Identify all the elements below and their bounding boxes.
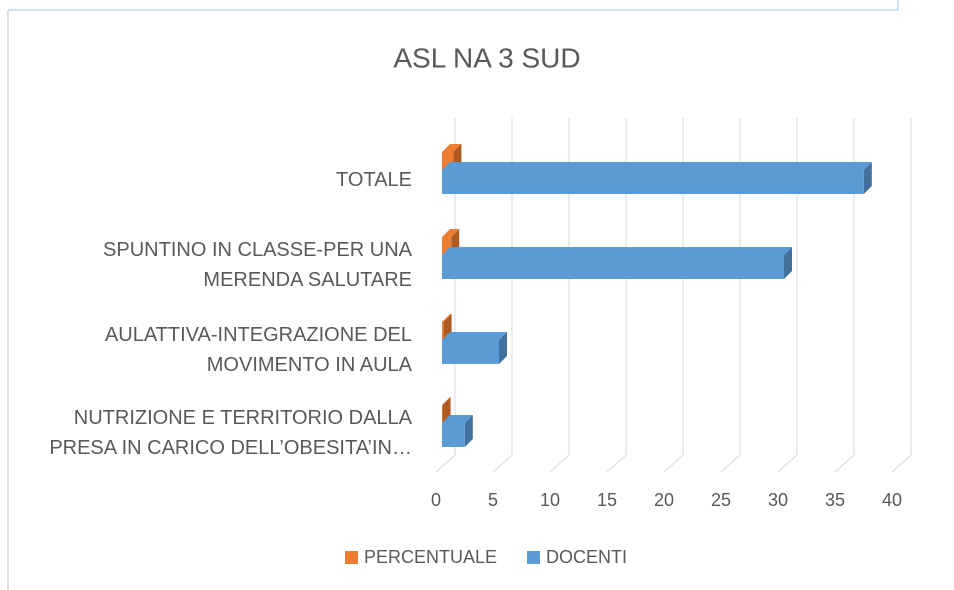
x-tick-label: 5 bbox=[488, 490, 498, 510]
legend-swatch bbox=[527, 551, 541, 564]
x-tick-label: 30 bbox=[768, 490, 788, 510]
chart-title: ASL NA 3 SUD bbox=[393, 42, 580, 73]
bar bbox=[442, 340, 499, 364]
bar bbox=[442, 322, 444, 340]
x-tick-label: 35 bbox=[825, 490, 845, 510]
y-tick-label: SPUNTINO IN CLASSE-PER UNA MERENDA SALUT… bbox=[103, 239, 412, 291]
grid-line bbox=[834, 118, 855, 473]
bar bbox=[442, 423, 465, 447]
x-tick-label: 40 bbox=[882, 490, 902, 510]
x-tick-label: 15 bbox=[597, 490, 617, 510]
bar-top bbox=[442, 397, 451, 405]
y-tick-label: NUTRIZIONE E TERRITORIO DALLA PRESA IN C… bbox=[49, 407, 412, 459]
bar-top bbox=[442, 415, 473, 423]
y-tick-label: TOTALE bbox=[336, 169, 412, 191]
bar bbox=[442, 170, 864, 194]
legend-swatch bbox=[345, 551, 358, 564]
bar bbox=[442, 152, 454, 170]
grid-line bbox=[891, 118, 912, 473]
bar-side bbox=[499, 332, 507, 364]
bar-top bbox=[442, 162, 872, 170]
grid-line bbox=[492, 118, 513, 473]
grid-line bbox=[549, 118, 570, 473]
x-tick-label: 20 bbox=[654, 490, 674, 510]
bar-top bbox=[442, 229, 460, 237]
bar-top bbox=[442, 314, 452, 322]
x-tick-label: 25 bbox=[711, 490, 731, 510]
bar-side bbox=[464, 415, 473, 447]
grid-line bbox=[663, 118, 684, 473]
bar-top bbox=[442, 247, 792, 255]
x-tick-label: 0 bbox=[431, 490, 441, 510]
bar-side bbox=[863, 162, 872, 194]
grid-line bbox=[606, 118, 627, 473]
legend-label: PERCENTUALE bbox=[364, 547, 497, 567]
grid-line bbox=[777, 118, 798, 473]
grid-line bbox=[720, 118, 741, 473]
bar-side bbox=[784, 247, 792, 279]
bar-top bbox=[442, 144, 462, 152]
bar-top bbox=[442, 332, 507, 340]
y-tick-label: AULATTIVA-INTEGRAZIONE DEL MOVIMENTO IN … bbox=[104, 324, 412, 376]
legend-label: DOCENTI bbox=[546, 547, 627, 567]
bar bbox=[442, 255, 784, 279]
bar bbox=[442, 237, 452, 255]
bar bbox=[442, 405, 443, 423]
x-tick-label: 10 bbox=[540, 490, 560, 510]
